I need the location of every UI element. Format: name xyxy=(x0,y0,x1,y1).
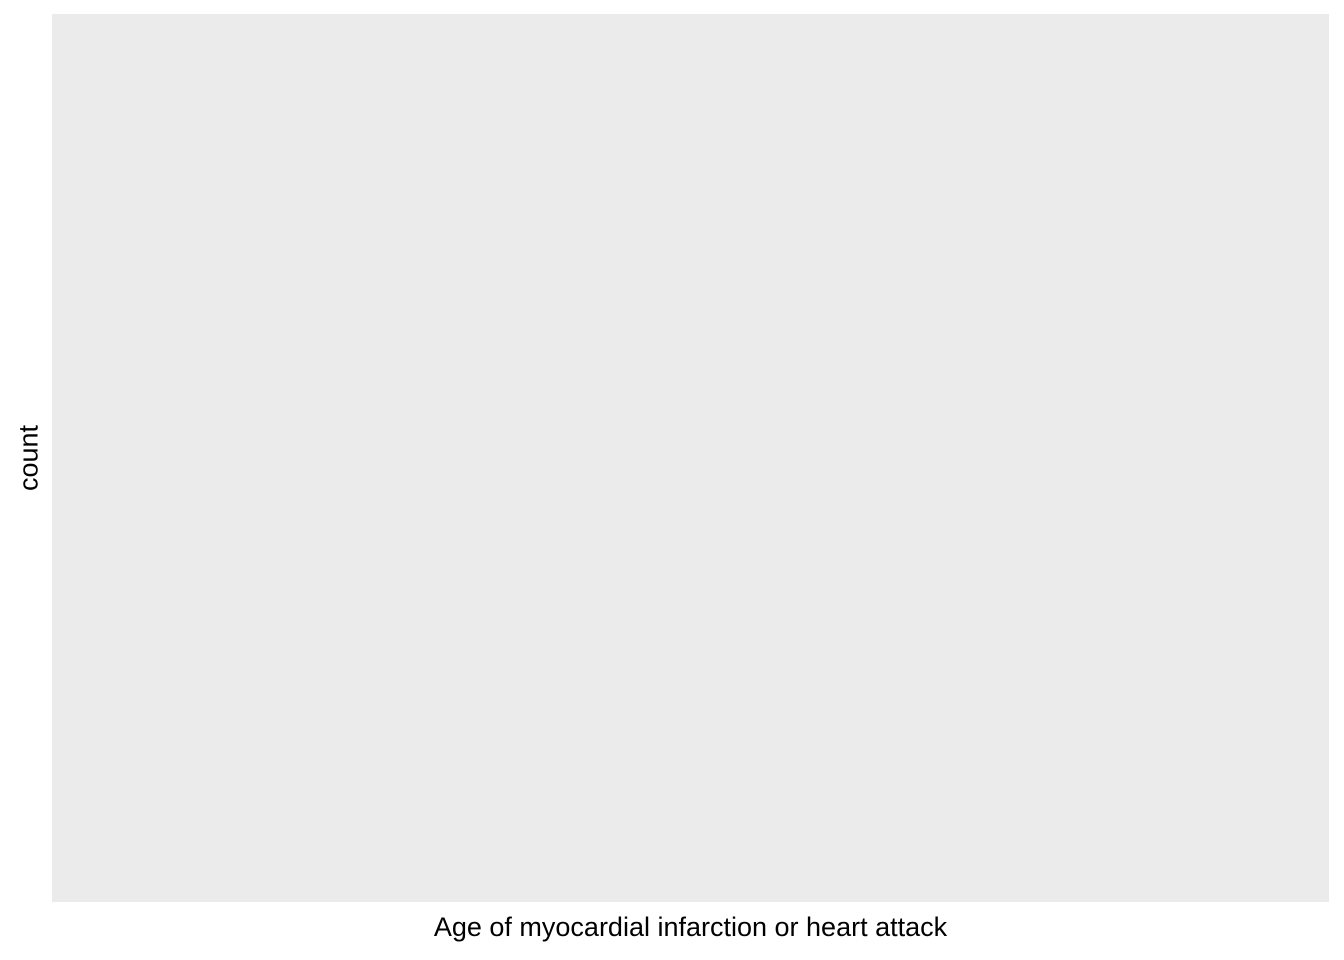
y-axis-label: count xyxy=(13,424,44,492)
x-axis-label: Age of myocardial infarction or heart at… xyxy=(433,912,948,942)
plot-panel xyxy=(52,14,1329,902)
